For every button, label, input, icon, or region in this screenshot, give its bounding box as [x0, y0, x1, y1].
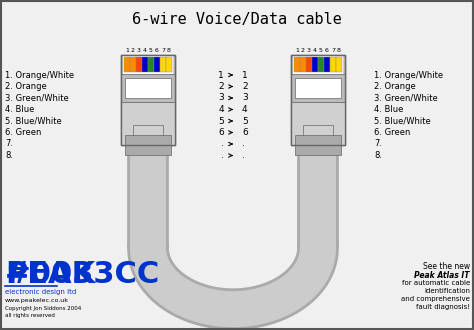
Text: 1. Orange/White: 1. Orange/White	[5, 71, 74, 80]
Bar	[142, 57, 148, 72]
Text: 3: 3	[242, 93, 248, 103]
Bar	[301, 57, 306, 72]
Text: .: .	[221, 140, 224, 148]
Text: PEAK: PEAK	[5, 260, 95, 289]
Text: 7.: 7.	[5, 140, 13, 148]
Bar	[330, 57, 336, 72]
Text: all rights reserved: all rights reserved	[5, 313, 55, 318]
Bar	[166, 57, 172, 72]
Text: .: .	[242, 140, 245, 148]
Bar	[121, 55, 175, 145]
Bar	[294, 57, 300, 72]
Text: 8.: 8.	[5, 151, 13, 160]
Text: 2. Orange: 2. Orange	[5, 82, 47, 91]
Bar	[324, 57, 330, 72]
Bar	[133, 125, 163, 141]
Bar	[155, 57, 160, 72]
Text: 7: 7	[331, 48, 335, 53]
Text: See the new: See the new	[423, 262, 470, 271]
Text: 8: 8	[337, 48, 341, 53]
Text: 3: 3	[137, 48, 141, 53]
Text: 2: 2	[242, 82, 247, 91]
Text: 5: 5	[319, 48, 323, 53]
Text: 2: 2	[301, 48, 305, 53]
Text: 4: 4	[219, 105, 224, 114]
Text: 2. Orange: 2. Orange	[374, 82, 416, 91]
Bar	[295, 78, 341, 98]
Bar	[336, 57, 342, 72]
Text: 4. Blue: 4. Blue	[5, 105, 35, 114]
Bar	[125, 135, 171, 155]
Text: 6: 6	[218, 128, 224, 137]
Text: 5. Blue/White: 5. Blue/White	[5, 116, 62, 125]
Text: 4: 4	[242, 105, 247, 114]
Text: 1: 1	[295, 48, 299, 53]
Text: identification: identification	[424, 288, 470, 294]
Text: .: .	[221, 151, 224, 160]
Text: 6: 6	[325, 48, 329, 53]
Text: 6-wire Voice/Data cable: 6-wire Voice/Data cable	[132, 12, 342, 27]
Text: 6: 6	[242, 128, 248, 137]
Text: .: .	[242, 151, 245, 160]
Bar	[291, 102, 345, 145]
Text: 6. Green: 6. Green	[5, 128, 41, 137]
Bar	[121, 102, 175, 145]
Text: 3. Green/White: 3. Green/White	[374, 93, 438, 103]
Bar	[319, 57, 324, 72]
Bar	[291, 55, 345, 145]
Text: for automatic cable: for automatic cable	[402, 280, 470, 286]
Text: Copyright Jon Siddons 2004: Copyright Jon Siddons 2004	[5, 306, 81, 311]
Text: 5: 5	[149, 48, 153, 53]
Text: 2: 2	[219, 82, 224, 91]
Text: and comprehensive: and comprehensive	[401, 296, 470, 302]
Text: 7: 7	[161, 48, 165, 53]
Text: 5. Blue/White: 5. Blue/White	[374, 116, 431, 125]
Bar	[291, 74, 345, 102]
Text: 4. Blue: 4. Blue	[374, 105, 403, 114]
Bar	[293, 56, 343, 74]
Bar	[124, 57, 130, 72]
Bar	[303, 125, 333, 141]
Text: 2: 2	[131, 48, 135, 53]
Text: 4: 4	[143, 48, 147, 53]
Text: 8.: 8.	[374, 151, 382, 160]
Bar	[148, 57, 154, 72]
Text: 6. Green: 6. Green	[374, 128, 410, 137]
Bar	[295, 135, 341, 155]
Bar	[312, 57, 318, 72]
Text: 5: 5	[242, 116, 248, 125]
Bar	[306, 57, 312, 72]
Text: 4: 4	[313, 48, 317, 53]
Text: 6: 6	[155, 48, 159, 53]
Bar	[130, 57, 136, 72]
Text: #0033CC: #0033CC	[5, 260, 160, 289]
Bar	[137, 57, 142, 72]
Text: 1: 1	[218, 71, 224, 80]
Text: 5: 5	[218, 116, 224, 125]
Text: 8: 8	[167, 48, 171, 53]
Text: 3: 3	[307, 48, 311, 53]
Text: www.peakelec.co.uk: www.peakelec.co.uk	[5, 298, 69, 303]
Text: fault diagnosis!: fault diagnosis!	[416, 304, 470, 310]
Bar	[121, 55, 175, 145]
Bar	[291, 55, 345, 145]
Text: 3: 3	[218, 93, 224, 103]
Bar	[123, 56, 173, 74]
Text: Peak Atlas IT: Peak Atlas IT	[414, 271, 470, 280]
Text: 1: 1	[242, 71, 248, 80]
Text: 1: 1	[125, 48, 129, 53]
Text: 1. Orange/White: 1. Orange/White	[374, 71, 443, 80]
Text: electronic design ltd: electronic design ltd	[5, 289, 76, 295]
Bar	[125, 78, 171, 98]
Text: 7.: 7.	[374, 140, 382, 148]
Bar	[160, 57, 166, 72]
Text: 3. Green/White: 3. Green/White	[5, 93, 69, 103]
Bar	[121, 74, 175, 102]
